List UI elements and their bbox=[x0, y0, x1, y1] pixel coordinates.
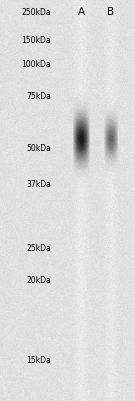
Text: 150kDa: 150kDa bbox=[22, 36, 51, 45]
Text: 250kDa: 250kDa bbox=[22, 8, 51, 16]
Text: 20kDa: 20kDa bbox=[27, 276, 51, 285]
Text: B: B bbox=[107, 7, 114, 17]
Text: 37kDa: 37kDa bbox=[26, 180, 51, 189]
Text: 15kDa: 15kDa bbox=[27, 356, 51, 365]
Text: 50kDa: 50kDa bbox=[26, 144, 51, 153]
Text: A: A bbox=[77, 7, 85, 17]
Text: 25kDa: 25kDa bbox=[27, 244, 51, 253]
Text: 75kDa: 75kDa bbox=[26, 92, 51, 101]
Text: 100kDa: 100kDa bbox=[22, 60, 51, 69]
